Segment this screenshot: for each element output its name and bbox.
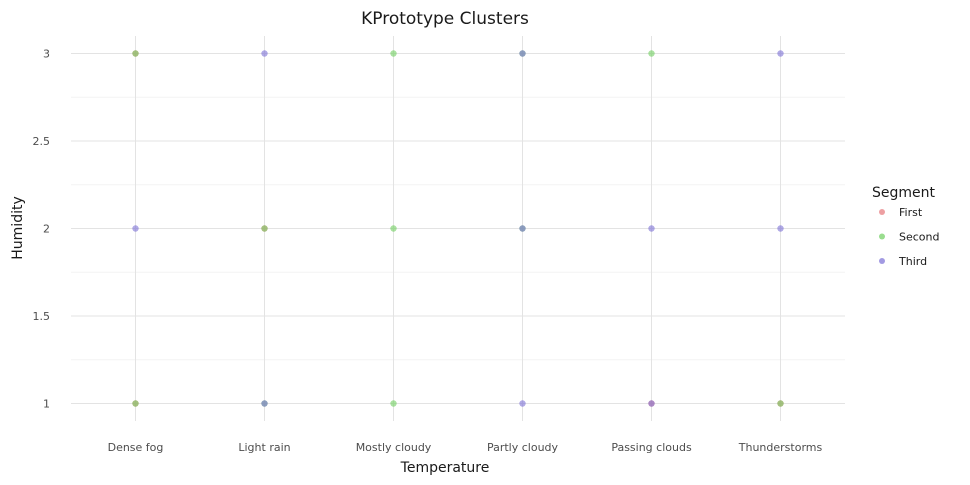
ticks-layer: 1 1.5 2 2.5 3 Dense fog Light rain Mostly cloud… [33,48,823,455]
point-second [390,400,397,407]
x-tick-label: Dense fog [108,441,164,454]
point-second [648,50,655,57]
y-axis-title: Humidity [10,196,26,259]
legend-items: First Second Third [879,206,939,268]
point-third [648,400,655,407]
point-third [261,50,268,57]
legend-marker [879,209,885,215]
point-second [390,225,397,232]
points-layer [132,50,784,407]
point-second [132,50,139,57]
legend-label: Second [899,231,939,244]
y-tick-label: 3 [43,48,50,61]
point-second [132,400,139,407]
y-tick-label: 1.5 [33,310,51,323]
legend-label: First [899,206,923,219]
point-third [777,225,784,232]
legend-marker [879,233,885,240]
y-tick-label: 2.5 [33,135,51,148]
x-axis-title: Temperature [400,460,490,476]
grid-layer [71,36,845,421]
point-third [777,50,784,57]
point-third [519,50,526,57]
y-tick-label: 1 [43,398,50,411]
legend: Segment First Second Third [872,185,939,268]
point-second [261,225,268,232]
point-third [132,225,139,232]
point-third [519,400,526,407]
chart-title: KPrototype Clusters [361,9,529,29]
x-tick-label: Mostly cloudy [356,441,432,454]
y-tick-label: 2 [43,223,50,236]
legend-title: Segment [872,185,936,201]
point-second [777,400,784,407]
x-tick-label: Passing clouds [611,441,692,454]
legend-marker [879,258,885,264]
point-third [648,225,655,232]
x-tick-label: Thunderstorms [738,441,823,454]
legend-label: Third [898,255,927,268]
x-tick-label: Light rain [238,441,290,454]
x-tick-label: Partly cloudy [487,441,559,454]
point-third [519,225,526,232]
point-third [261,400,268,407]
point-second [390,50,397,57]
